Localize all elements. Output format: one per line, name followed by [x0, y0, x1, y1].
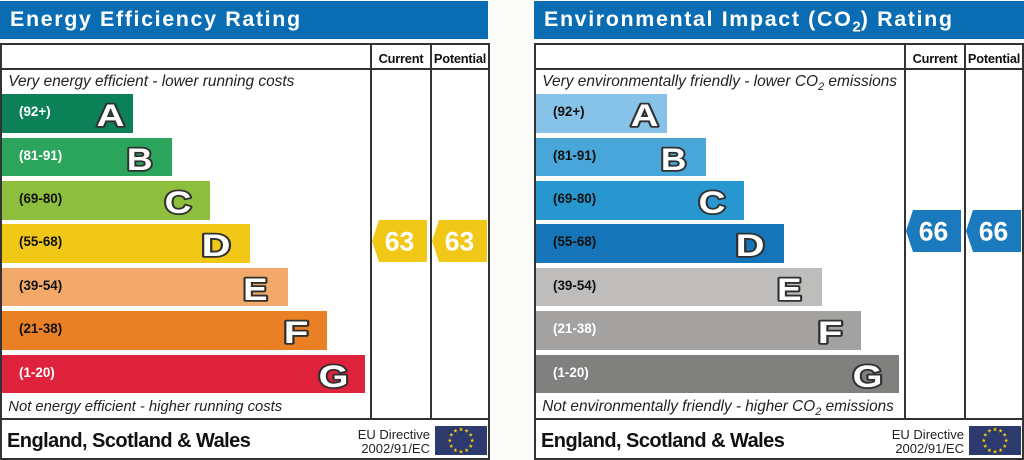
svg-text:E: E [243, 271, 267, 307]
svg-text:63: 63 [385, 227, 414, 257]
svg-text:F: F [284, 314, 309, 350]
svg-text:C: C [165, 184, 192, 220]
svg-text:A: A [631, 97, 659, 133]
svg-text:C: C [699, 184, 726, 220]
svg-text:D: D [736, 227, 765, 263]
svg-text:63: 63 [445, 227, 474, 257]
svg-text:B: B [661, 141, 687, 177]
svg-text:E: E [777, 271, 801, 307]
svg-text:F: F [818, 314, 843, 350]
svg-text:G: G [853, 357, 883, 393]
svg-text:B: B [127, 141, 153, 177]
svg-text:A: A [97, 97, 125, 133]
svg-text:D: D [202, 227, 231, 263]
svg-text:66: 66 [919, 217, 948, 247]
svg-text:66: 66 [979, 217, 1008, 247]
svg-text:G: G [319, 357, 349, 393]
